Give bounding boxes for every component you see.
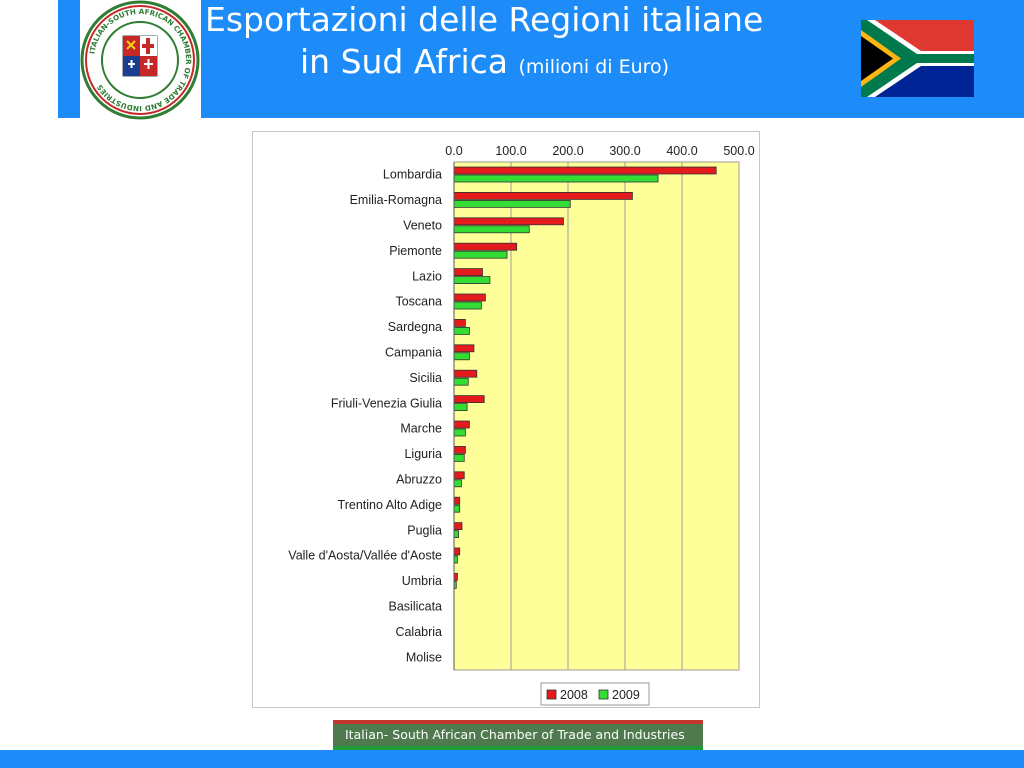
category-label: Piemonte	[389, 244, 442, 258]
bar-2008	[453, 166, 717, 175]
bar-2008	[453, 572, 458, 581]
bar-2009	[453, 301, 482, 310]
bar-2008	[453, 217, 564, 226]
footer-banner: Italian- South African Chamber of Trade …	[333, 720, 703, 750]
bar-2008	[453, 496, 461, 505]
x-tick-label: 0.0	[445, 144, 462, 158]
x-tick-label: 400.0	[666, 144, 697, 158]
x-tick-label: 500.0	[723, 144, 754, 158]
bar-2008	[453, 242, 518, 251]
bar-2008	[453, 344, 475, 353]
category-label: Campania	[385, 346, 442, 360]
bar-2009	[453, 377, 469, 386]
bar-2009	[453, 174, 659, 183]
title-unit: (milioni di Euro)	[518, 56, 670, 78]
category-label: Calabria	[395, 625, 442, 639]
x-tick-label: 300.0	[609, 144, 640, 158]
south-africa-flag	[861, 20, 974, 97]
bar-2008	[453, 547, 461, 556]
left-accent-strip	[58, 0, 80, 118]
bar-2008	[453, 318, 466, 327]
legend-label-2008: 2008	[560, 688, 588, 702]
category-label: Friuli-Venezia Giulia	[331, 396, 442, 410]
south-africa-flag-icon	[861, 20, 974, 97]
category-label: Emilia-Romagna	[350, 193, 442, 207]
category-label: Liguria	[404, 447, 442, 461]
category-label: Umbria	[402, 574, 442, 588]
bar-2008	[453, 369, 478, 378]
bar-2009	[453, 225, 530, 234]
legend-swatch-2008	[546, 689, 557, 700]
x-tick-label: 100.0	[495, 144, 526, 158]
category-label: Toscana	[395, 295, 442, 309]
category-label: Sardegna	[388, 320, 442, 334]
page-title-line2: in Sud Africa (milioni di Euro)	[300, 42, 669, 87]
bar-2009	[453, 326, 470, 335]
bar-2008	[453, 420, 470, 429]
banner-text: Italian- South African Chamber of Trade …	[333, 724, 703, 746]
category-label: Trentino Alto Adige	[338, 498, 443, 512]
bottom-bar	[0, 750, 1024, 768]
bar-2009	[453, 453, 465, 462]
bar-2008	[453, 192, 633, 200]
bar-2008	[453, 268, 483, 277]
category-label: Sicilia	[409, 371, 442, 385]
bar-2009	[453, 352, 470, 361]
bar-2009	[453, 479, 462, 488]
chart-panel: 0.0 100.0 200.0 300.0 400.0 500.0 Lombardia Emi…	[252, 131, 760, 708]
bar-2009	[453, 250, 508, 259]
legend-box	[540, 682, 650, 706]
bar-2008	[453, 293, 486, 302]
bar-2008	[453, 522, 463, 531]
category-label: Veneto	[403, 219, 442, 233]
page-title-line1: Esportazioni delle Regioni italiane	[205, 0, 764, 39]
banner-green-stripe	[333, 746, 703, 750]
bar-2009	[453, 200, 571, 208]
category-label: Valle d'Aosta/Vallée d'Aoste	[288, 549, 442, 563]
x-tick-label: 200.0	[552, 144, 583, 158]
bar-2009	[453, 428, 466, 437]
banner-red-stripe	[333, 720, 703, 724]
chamber-seal-icon: ITALIAN-SOUTH AFRICAN CHAMBER OF TRADE A…	[80, 0, 200, 120]
bar-2008	[453, 445, 466, 454]
category-label: Lazio	[412, 269, 442, 283]
category-label: Molise	[406, 650, 442, 664]
bar-2008	[453, 471, 465, 480]
bar-2008	[453, 395, 485, 404]
bar-chart: 0.0 100.0 200.0 300.0 400.0 500.0 Lombardia Emi…	[288, 144, 755, 706]
category-label: Marche	[400, 422, 442, 436]
bar-2009	[453, 276, 491, 285]
plot-area	[453, 161, 740, 671]
bar-2009	[453, 403, 468, 412]
chamber-logo: ITALIAN-SOUTH AFRICAN CHAMBER OF TRADE A…	[80, 0, 201, 120]
category-label: Abruzzo	[396, 473, 442, 487]
legend-swatch-2009	[598, 689, 609, 700]
title-line2-text: in Sud Africa	[300, 42, 508, 81]
bar-2009	[453, 504, 461, 513]
legend-label-2009: 2009	[612, 688, 640, 702]
category-label: Lombardia	[383, 168, 442, 182]
category-label: Puglia	[407, 523, 442, 537]
category-label: Basilicata	[389, 600, 443, 614]
bar-2009	[453, 555, 458, 564]
bar-2009	[453, 530, 459, 539]
